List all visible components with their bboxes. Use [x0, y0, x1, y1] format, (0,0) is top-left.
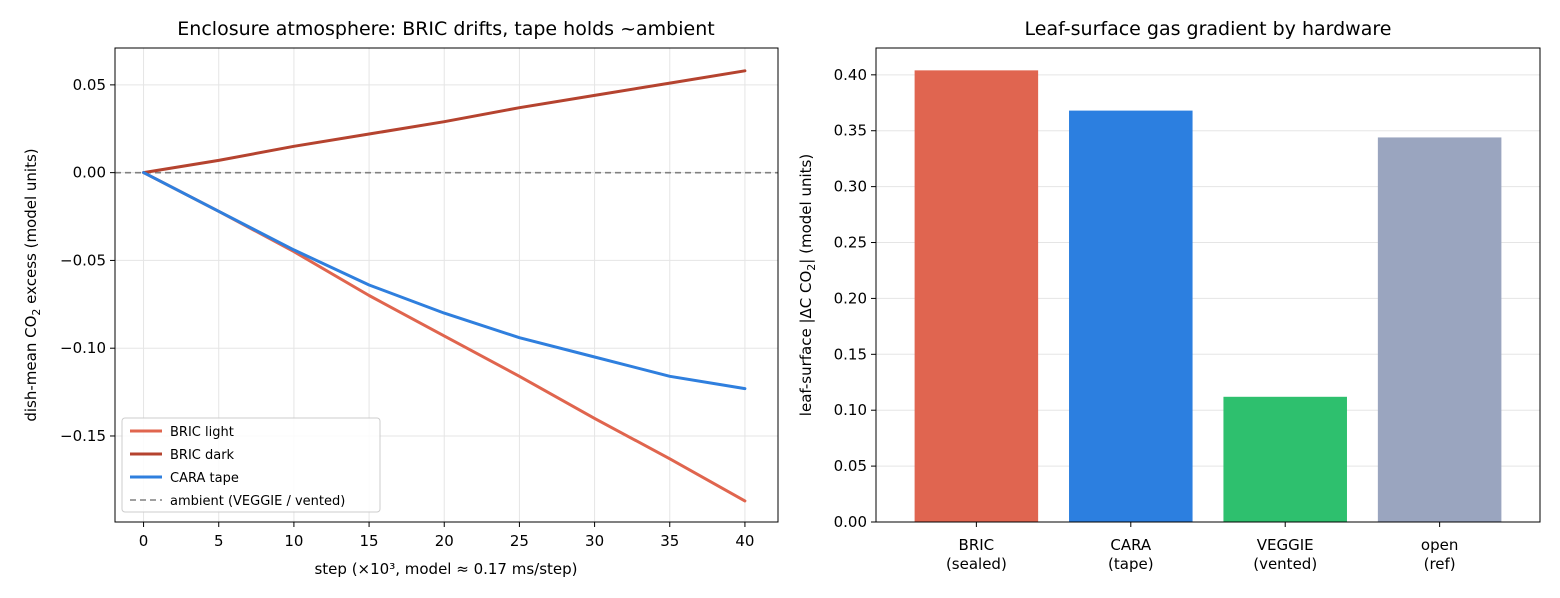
line-chart-x-ticks: 0 5 10 15 20 25 30 35 40: [139, 522, 754, 550]
x-tick-label: 10: [284, 532, 303, 550]
series-line: [142, 171, 747, 391]
x-tick-label: 5: [214, 532, 224, 550]
y-tick-label: 0.10: [834, 401, 867, 419]
y-tick-label: 0.20: [834, 289, 867, 307]
line-chart-x-label: step (×10³, model ≈ 0.17 ms/step): [314, 560, 577, 578]
x-tick-label: 30: [585, 532, 604, 550]
legend-label: BRIC light: [170, 425, 234, 440]
bar-chart-title: Leaf-surface gas gradient by hardware: [1025, 18, 1392, 40]
line-chart-title: Enclosure atmosphere: BRIC drifts, tape …: [177, 18, 714, 40]
bar-chart-y-label: leaf-surface |ΔC CO2| (model units): [797, 154, 818, 416]
x-tick-label: 40: [735, 532, 754, 550]
bar-chart-frame: [875, 47, 1541, 523]
y-tick-label: 0.00: [73, 164, 106, 182]
x-tick-label: BRIC (sealed): [946, 536, 1007, 573]
x-tick-label: 0: [139, 532, 149, 550]
x-tick-label: 20: [435, 532, 454, 550]
y-tick-label: 0.40: [834, 66, 867, 84]
line-chart-y-ticks: −0.15 −0.10 −0.05 0.00 0.05: [60, 76, 115, 445]
legend-label: BRIC dark: [170, 448, 235, 463]
y-tick-label: 0.35: [834, 122, 867, 140]
x-tick-label: CARA (tape): [1108, 536, 1154, 573]
x-tick-label: 35: [660, 532, 679, 550]
x-tick-label: VEGGIE (vented): [1253, 536, 1317, 573]
y-tick-label: 0.00: [834, 513, 867, 531]
bar: [1069, 110, 1193, 523]
y-tick-label: 0.15: [834, 345, 867, 363]
line-chart-legend: BRIC light BRIC dark CARA tape ambient (VEG…: [121, 417, 381, 513]
line-chart-frame: [114, 47, 779, 523]
line-chart: Enclosure atmosphere: BRIC drifts, tape …: [22, 18, 779, 578]
x-tick-label: open (ref): [1421, 536, 1458, 573]
bar-chart-x-ticks: BRIC (sealed) CARA (tape) VEGGIE (vented) open…: [946, 522, 1458, 573]
bar-chart-y-ticks: 0.00 0.05 0.10 0.15 0.20 0.25 0.30 0.35 0.40: [834, 66, 876, 531]
line-chart-y-label: dish-mean CO2 excess (model units): [22, 148, 43, 421]
bar: [914, 70, 1039, 522]
series-line: [142, 69, 747, 175]
y-tick-label: 0.25: [834, 234, 867, 252]
x-tick-label: 15: [360, 532, 379, 550]
x-tick-label: 25: [510, 532, 529, 550]
bar: [1377, 137, 1502, 522]
y-tick-label: 0.05: [73, 76, 106, 94]
y-tick-label: −0.15: [60, 427, 106, 445]
y-tick-label: 0.30: [834, 178, 867, 196]
legend-label: ambient (VEGGIE / vented): [170, 494, 345, 509]
legend-label: CARA tape: [170, 471, 239, 486]
line-series-group: [142, 69, 747, 503]
y-tick-label: −0.10: [60, 339, 106, 357]
bar-group: [914, 70, 1502, 523]
bar: [1223, 396, 1347, 522]
y-tick-label: 0.05: [834, 457, 867, 475]
legend-box: [121, 417, 381, 513]
y-tick-label: −0.05: [60, 251, 106, 269]
bar-chart: Leaf-surface gas gradient by hardware BR…: [797, 18, 1541, 573]
